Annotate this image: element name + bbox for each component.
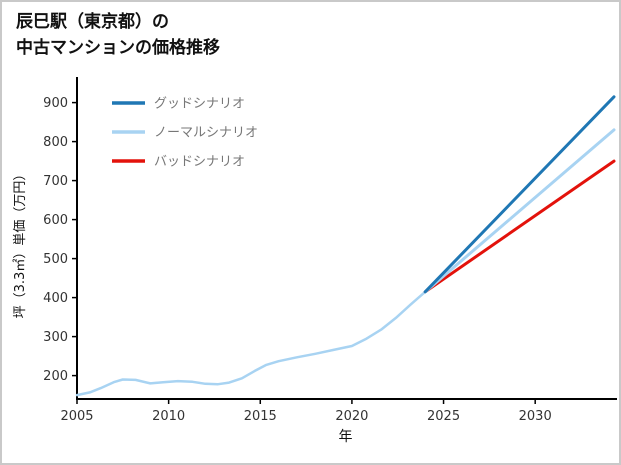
x-tick-label: 2020: [335, 409, 368, 424]
series-line-normal-scenario: [423, 128, 616, 294]
y-tick-label: 800: [43, 135, 68, 150]
x-tick-label: 2010: [152, 409, 185, 424]
y-tick-label: 400: [43, 291, 68, 306]
y-tick-label: 500: [43, 252, 68, 267]
x-tick-label: 2030: [519, 409, 552, 424]
chart-title: 辰巳駅（東京都）の 中古マンションの価格推移: [16, 12, 220, 58]
y-tick-label: 900: [43, 96, 68, 111]
series-line-bad-scenario: [423, 159, 616, 294]
legend-label: グッドシナリオ: [154, 97, 245, 112]
x-tick-label: 2025: [427, 409, 460, 424]
series-line-price-history: [75, 290, 427, 397]
y-tick-label: 300: [43, 330, 68, 345]
x-tick-label: 2015: [244, 409, 277, 424]
legend-label: バッドシナリオ: [154, 155, 245, 170]
y-tick-label: 600: [43, 213, 68, 228]
series-line-good-scenario: [423, 95, 616, 294]
y-tick-label: 700: [43, 174, 68, 189]
y-tick-label: 200: [43, 369, 68, 384]
x-axis-label: 年: [339, 429, 353, 445]
y-axis-label: 坪（3.3㎡）単価（万円）: [12, 168, 28, 319]
x-tick-label: 2005: [60, 409, 93, 424]
legend-label: ノーマルシナリオ: [154, 126, 258, 141]
